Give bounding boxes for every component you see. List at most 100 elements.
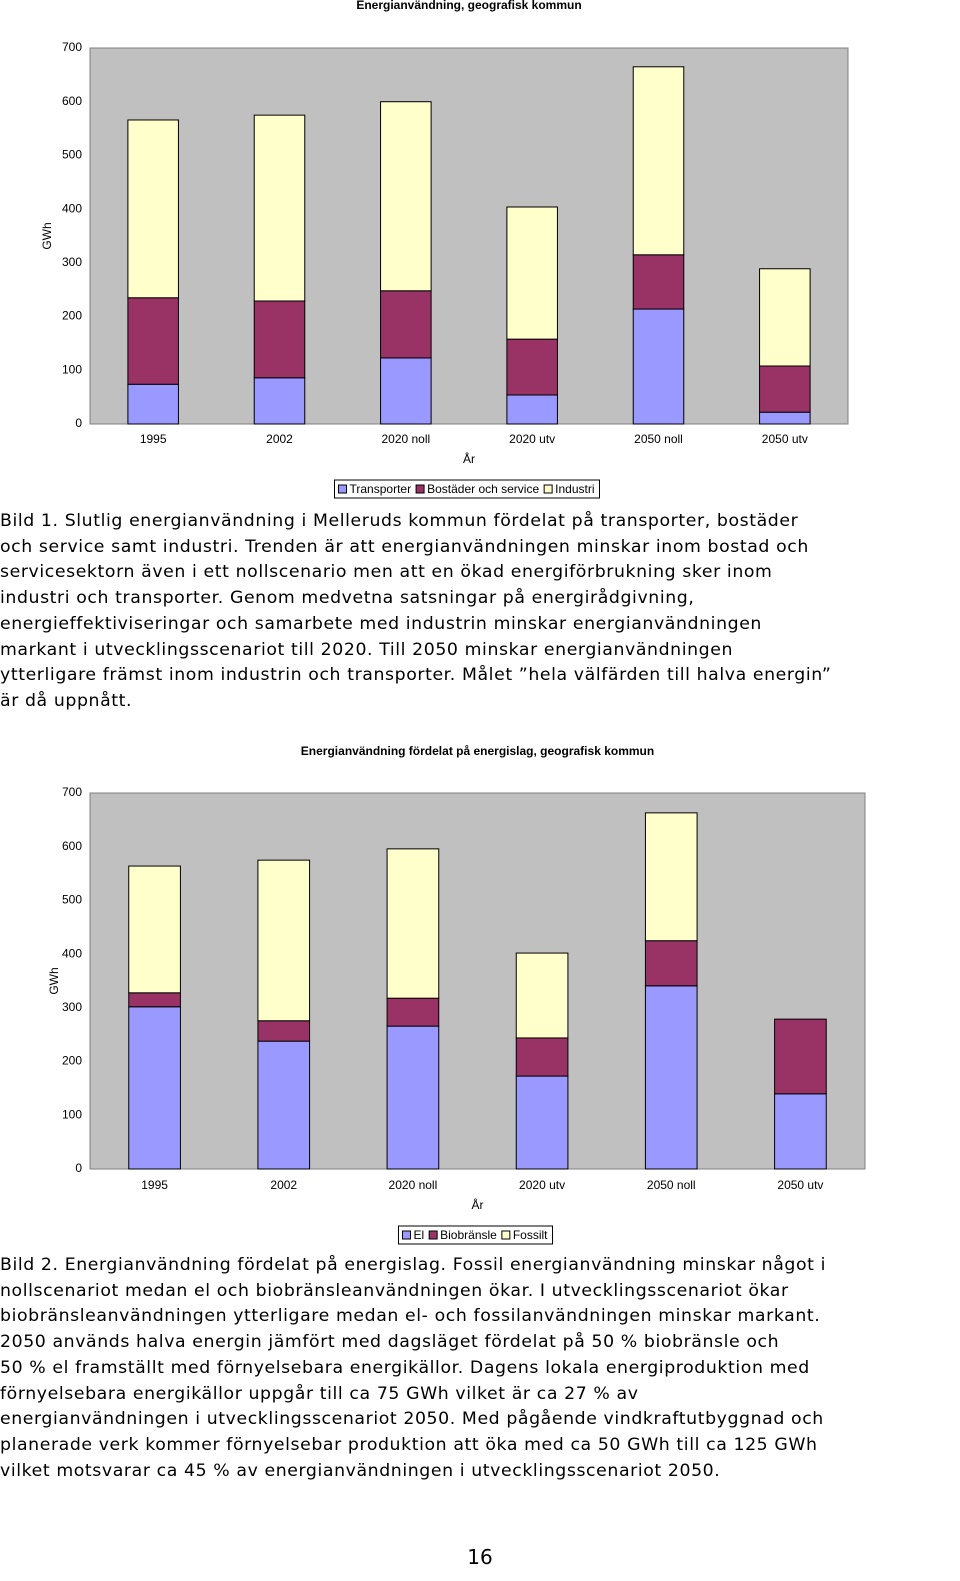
y-tick-label: 200 — [62, 1054, 82, 1068]
caption-line: energianvändningen i utvecklingsscenario… — [0, 1409, 824, 1430]
y-tick-label: 300 — [62, 255, 82, 269]
bar-segment — [632, 254, 685, 310]
bar-segment — [515, 1037, 569, 1077]
bar-segment — [506, 338, 558, 396]
x-axis-label: År — [472, 1197, 484, 1212]
caption: Bild 1. Slutlig energianvändning i Melle… — [0, 509, 960, 715]
bar-segment — [759, 268, 811, 367]
y-axis-label: GWh — [47, 967, 61, 994]
bar-segment — [128, 992, 181, 1008]
caption-line: industri och transporter. Genom medvetna… — [0, 588, 695, 609]
plot-area — [89, 47, 849, 425]
caption-line: 2050 används halva energin jämfört med d… — [0, 1332, 780, 1353]
y-tick-label: 100 — [62, 1107, 82, 1121]
y-axis-label: GWh — [40, 222, 54, 249]
bar-segment — [253, 300, 306, 379]
bar-segment — [515, 952, 569, 1039]
bar-segment — [644, 812, 698, 942]
bar-segment — [253, 114, 306, 302]
y-tick-label: 400 — [62, 201, 82, 215]
y-tick-label: 100 — [62, 362, 82, 376]
bar-segment — [257, 859, 311, 1022]
bar-segment — [128, 1006, 181, 1170]
caption-line: förnyelsebara energikällor uppgår till c… — [0, 1383, 639, 1404]
caption-line: Bild 2. Energianvändning fördelat på ene… — [0, 1255, 827, 1275]
caption-line: 50 % el framställt med förnyelsebara ene… — [0, 1357, 810, 1378]
caption-line: markant i utvecklingsscenariot till 2020… — [0, 639, 734, 660]
legend-swatch — [428, 1230, 438, 1240]
bar-segment — [759, 411, 811, 425]
legend-label: El — [413, 1228, 424, 1242]
y-tick-label: 600 — [62, 839, 82, 853]
bar-segment — [386, 997, 440, 1027]
bar-segment — [386, 848, 440, 999]
caption-line: vilket motsvarar ca 45 % av energianvänd… — [0, 1460, 721, 1481]
x-tick-label: 1995 — [141, 1178, 168, 1192]
bar-segment — [127, 297, 179, 385]
bar-segment — [774, 1018, 827, 1095]
y-tick-label: 700 — [62, 40, 82, 54]
caption-line: energieffektiviseringar och samarbete me… — [0, 613, 762, 634]
caption-line: planerade verk kommer förnyelsebar produ… — [0, 1434, 818, 1455]
legend-swatch — [543, 484, 553, 494]
bar-segment — [644, 940, 698, 987]
y-tick-label: 400 — [62, 946, 82, 960]
bar-segment — [774, 1093, 827, 1170]
legend-swatch — [338, 484, 347, 494]
bar-segment — [257, 1020, 311, 1042]
legend — [334, 479, 600, 499]
caption-line: och service samt industri. Trenden är at… — [0, 536, 809, 557]
bar-segment — [380, 290, 432, 359]
chart-title: Energianvändning fördelat på energislag,… — [301, 744, 654, 758]
bar-segment — [644, 985, 698, 1170]
chart: Energianvändning, geografisk kommun 0 100 2… — [40, 0, 849, 499]
y-tick-label: 200 — [62, 309, 82, 323]
caption-line: är då uppnått. — [0, 690, 133, 711]
bar-segment — [127, 119, 179, 299]
x-tick-label: 2050 utv — [762, 432, 808, 446]
bar-segment — [506, 394, 558, 425]
caption-line: servicesektorn även i ett nollscenario m… — [0, 562, 773, 583]
caption-line: ytterligare främst inom industrin och tr… — [0, 665, 832, 686]
x-tick-label: 2050 noll — [647, 1178, 696, 1192]
x-tick-label: 2020 utv — [519, 1178, 565, 1192]
y-tick-label: 500 — [62, 893, 82, 907]
legend-swatch — [415, 484, 425, 494]
legend-label: Bostäder och service — [427, 482, 539, 496]
x-axis-label: År — [463, 451, 475, 466]
bar-segment — [506, 206, 558, 340]
x-tick-label: 2050 utv — [777, 1178, 823, 1192]
y-tick-label: 700 — [62, 785, 82, 799]
legend-swatch — [401, 1230, 411, 1240]
x-tick-label: 2020 noll — [381, 432, 430, 446]
page-number: 16 — [467, 1545, 493, 1569]
x-tick-label: 2002 — [270, 1178, 297, 1192]
chart-title: Energianvändning, geografisk kommun — [356, 0, 581, 12]
x-tick-label: 1995 — [140, 432, 167, 446]
bar-segment — [759, 365, 811, 413]
legend-label: Biobränsle — [440, 1228, 497, 1242]
bar-segment — [380, 101, 432, 292]
legend-label: Industri — [555, 482, 594, 496]
legend-label: Fossilt — [513, 1228, 548, 1242]
bar-segment — [127, 383, 179, 425]
caption-line: Bild 1. Slutlig energianvändning i Melle… — [0, 511, 799, 531]
caption-line: nollscenariot medan el och biobränsleanv… — [0, 1280, 789, 1301]
legend-label: Transporter — [350, 482, 412, 496]
caption: Bild 2. Energianvändning fördelat på ene… — [0, 1253, 960, 1484]
plot-area — [89, 792, 866, 1170]
bar-segment — [128, 865, 181, 994]
y-tick-label: 0 — [75, 416, 82, 430]
bar-segment — [253, 377, 306, 425]
x-tick-label: 2020 utv — [509, 432, 555, 446]
bar-segment — [257, 1040, 311, 1170]
y-tick-label: 0 — [75, 1161, 82, 1175]
y-tick-label: 300 — [62, 1000, 82, 1014]
caption-line: biobränsleanvändningen ytterligare medan… — [0, 1306, 821, 1327]
bar-segment — [632, 66, 685, 256]
x-tick-label: 2020 noll — [389, 1178, 438, 1192]
legend-swatch — [501, 1230, 511, 1240]
bar-segment — [380, 357, 432, 425]
bar-segment — [632, 308, 685, 425]
